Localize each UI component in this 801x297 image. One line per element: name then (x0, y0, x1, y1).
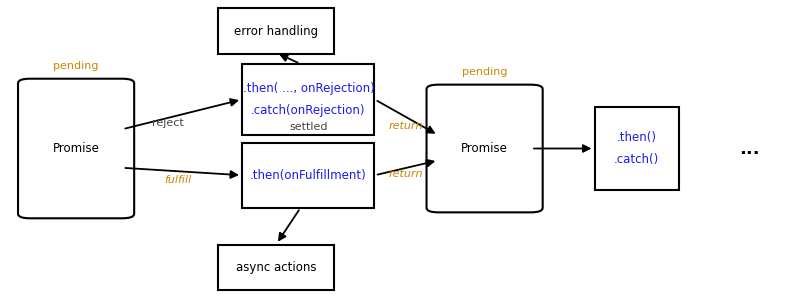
Text: return: return (388, 169, 424, 179)
Text: Promise: Promise (461, 142, 508, 155)
FancyBboxPatch shape (594, 107, 678, 190)
FancyBboxPatch shape (242, 143, 375, 208)
Text: pending: pending (462, 67, 507, 77)
Text: error handling: error handling (234, 25, 319, 38)
Text: async actions: async actions (236, 261, 316, 274)
Text: reject: reject (152, 118, 184, 128)
Text: Promise: Promise (53, 142, 99, 155)
Text: ...: ... (739, 140, 760, 157)
Text: .then(): .then() (617, 131, 657, 144)
Text: fulfill: fulfill (164, 175, 191, 185)
FancyBboxPatch shape (242, 64, 375, 135)
Text: settled: settled (289, 122, 328, 132)
FancyBboxPatch shape (218, 8, 335, 54)
Text: .catch(): .catch() (614, 153, 659, 166)
FancyBboxPatch shape (218, 245, 335, 290)
Text: return: return (388, 121, 424, 131)
Text: pending: pending (54, 61, 99, 71)
Text: .then( ..., onRejection): .then( ..., onRejection) (243, 82, 374, 95)
Text: .then(onFulfillment): .then(onFulfillment) (250, 169, 367, 182)
FancyBboxPatch shape (18, 79, 135, 218)
FancyBboxPatch shape (426, 85, 543, 212)
Text: .catch(onRejection): .catch(onRejection) (252, 104, 365, 117)
